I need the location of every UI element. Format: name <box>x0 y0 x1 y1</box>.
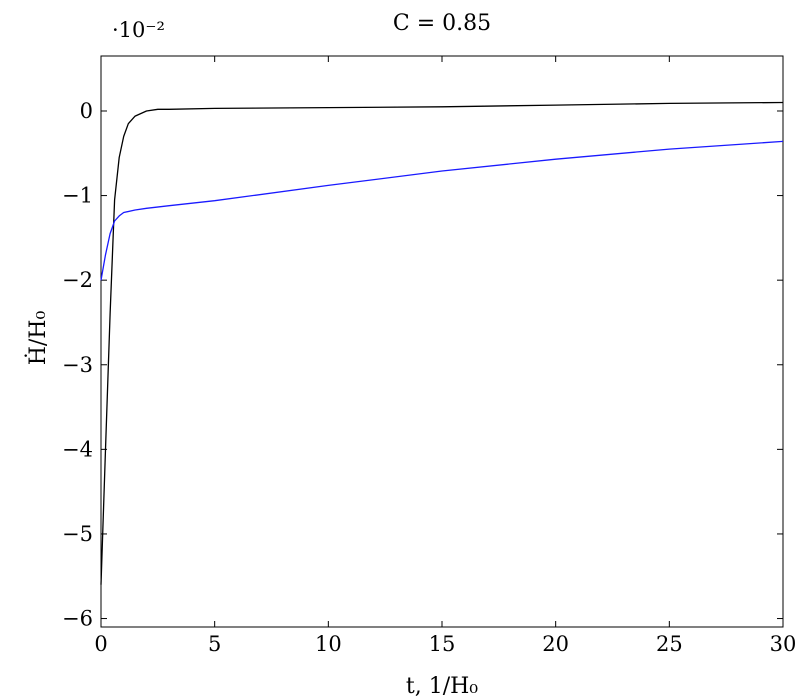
x-tick-label: 5 <box>208 632 221 656</box>
y-axis-label: Ḣ/H₀ <box>24 311 51 366</box>
plot-frame <box>100 55 784 628</box>
y-tick-label: −5 <box>62 522 93 546</box>
series-group <box>100 101 784 585</box>
x-tick-label: 15 <box>429 632 456 656</box>
series-line-1 <box>100 101 784 585</box>
y-multiplier-label: ·10⁻² <box>112 18 165 42</box>
x-axis-label: t, 1/H₀ <box>406 674 478 699</box>
x-tick-label: 10 <box>315 632 342 656</box>
x-axis-ticks: 0 5 10 15 20 25 30 <box>94 56 796 656</box>
y-axis-ticks: −6 −5 −4 −3 −2 −1 0 <box>62 99 783 631</box>
x-tick-label: 0 <box>94 632 107 656</box>
x-tick-label: 25 <box>656 632 683 656</box>
y-tick-label: −2 <box>62 268 93 292</box>
x-tick-label: 30 <box>770 632 797 656</box>
series-line-2 <box>100 140 784 281</box>
x-tick-label: 20 <box>542 632 569 656</box>
y-tick-label: −3 <box>62 353 93 377</box>
y-tick-label: −4 <box>62 437 93 461</box>
chart-title: C = 0.85 <box>393 11 491 36</box>
y-tick-label: −1 <box>62 184 93 208</box>
y-tick-label: −6 <box>62 607 93 631</box>
y-tick-label: 0 <box>80 99 93 123</box>
